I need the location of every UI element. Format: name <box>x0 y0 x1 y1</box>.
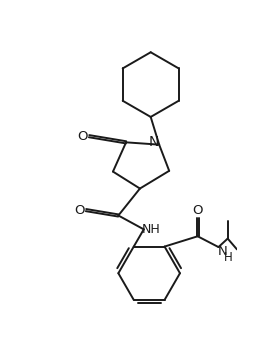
Text: O: O <box>192 205 203 218</box>
Text: O: O <box>78 130 88 143</box>
Text: N: N <box>218 245 228 258</box>
Text: H: H <box>224 251 233 264</box>
Text: NH: NH <box>142 223 161 236</box>
Text: N: N <box>149 135 159 149</box>
Text: O: O <box>74 203 84 216</box>
